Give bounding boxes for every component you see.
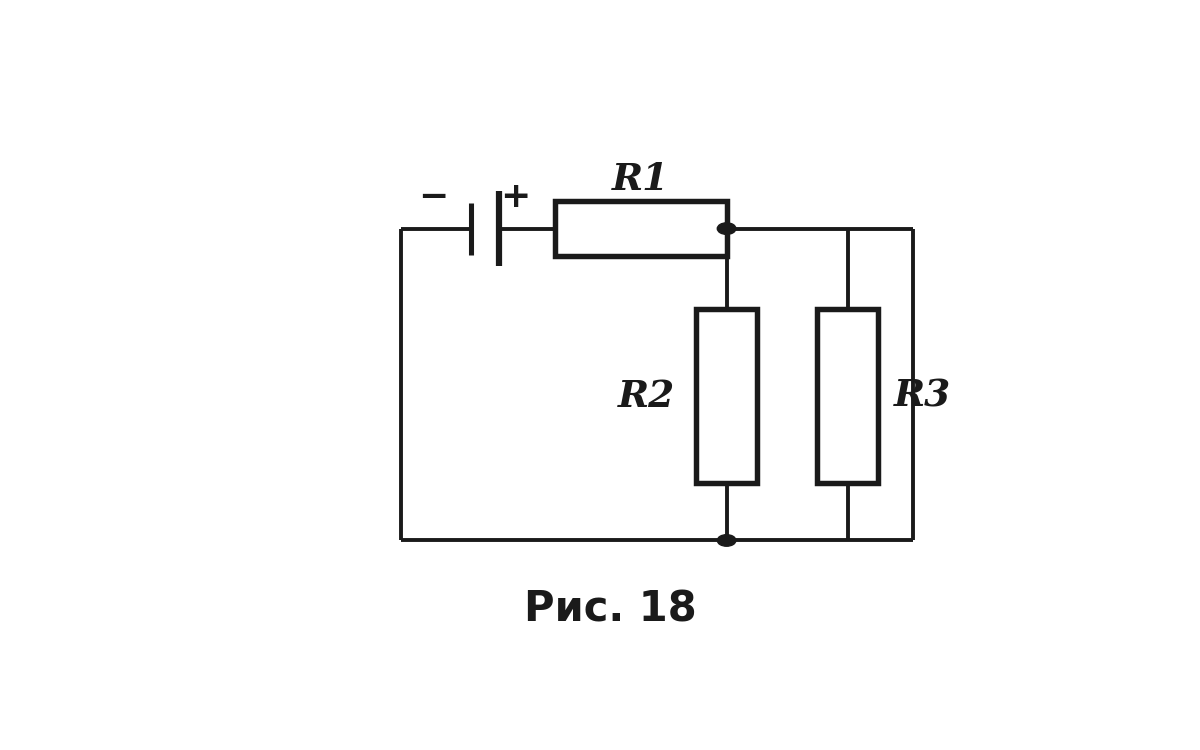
Bar	[554, 201, 726, 256]
Text: R2: R2	[618, 377, 676, 415]
Circle shape	[718, 223, 736, 234]
Bar	[696, 310, 757, 483]
Text: +: +	[500, 180, 530, 214]
Text: Рис. 18: Рис. 18	[524, 589, 697, 631]
Circle shape	[718, 535, 736, 546]
Text: −: −	[419, 180, 449, 214]
Text: R3: R3	[894, 377, 952, 415]
Bar	[817, 310, 877, 483]
Text: R1: R1	[612, 161, 668, 198]
